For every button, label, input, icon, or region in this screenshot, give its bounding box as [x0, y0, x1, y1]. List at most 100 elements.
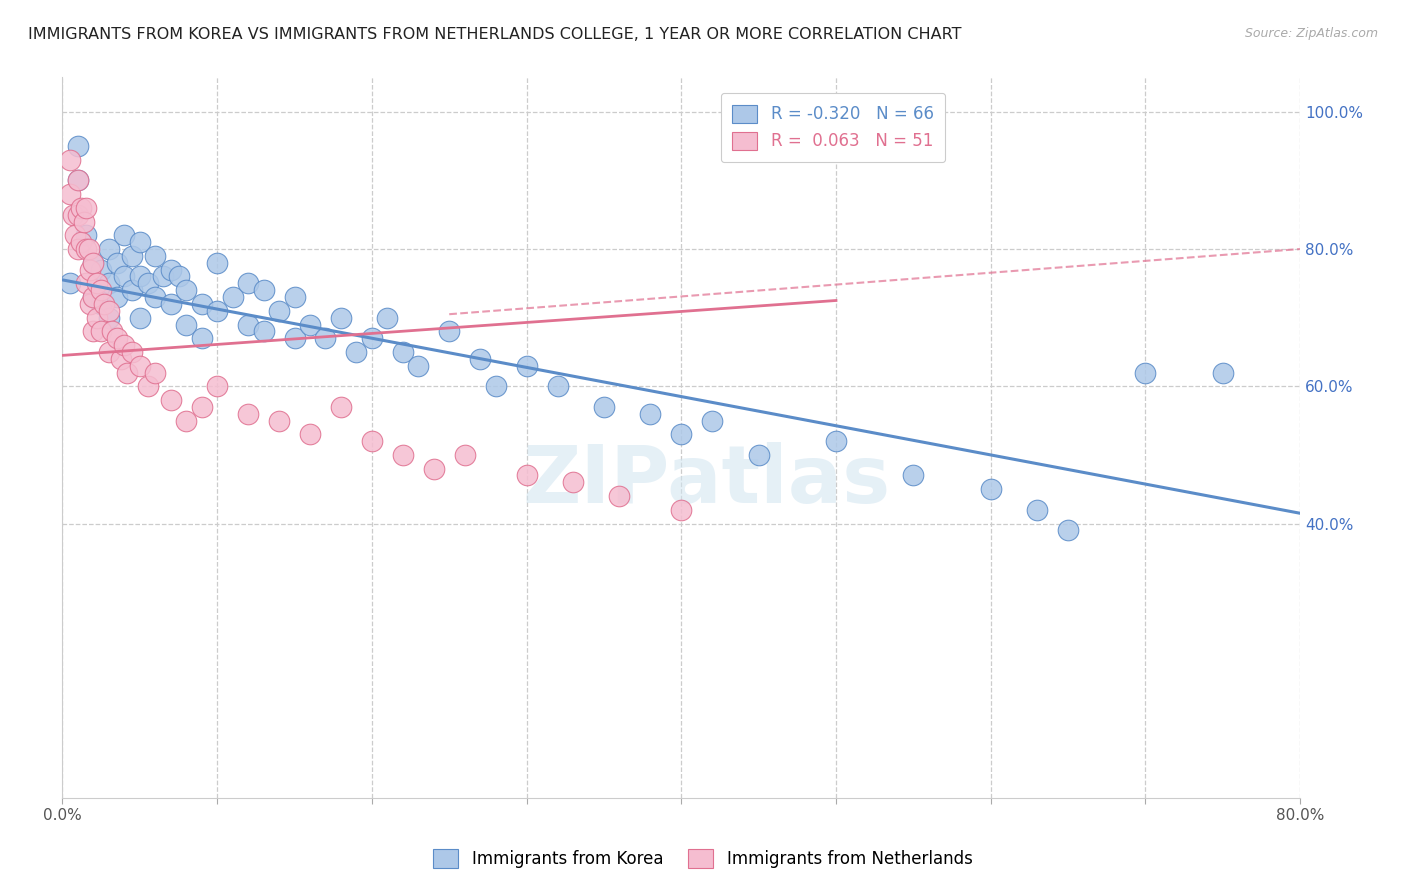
Point	[59, 277, 82, 291]
Point	[159, 297, 181, 311]
Point	[66, 208, 89, 222]
Point	[205, 379, 228, 393]
Point	[75, 228, 97, 243]
Point	[439, 324, 461, 338]
Point	[143, 366, 166, 380]
Point	[825, 434, 848, 449]
Point	[671, 427, 693, 442]
Point	[1212, 366, 1234, 380]
Point	[66, 139, 89, 153]
Point	[97, 345, 120, 359]
Point	[97, 242, 120, 256]
Point	[190, 297, 212, 311]
Point	[454, 448, 477, 462]
Point	[90, 283, 112, 297]
Point	[283, 290, 305, 304]
Point	[90, 297, 112, 311]
Point	[221, 290, 243, 304]
Point	[174, 283, 197, 297]
Point	[82, 324, 104, 338]
Point	[267, 414, 290, 428]
Point	[79, 297, 101, 311]
Point	[77, 242, 100, 256]
Point	[82, 256, 104, 270]
Point	[73, 214, 96, 228]
Point	[360, 331, 382, 345]
Point	[110, 351, 132, 366]
Point	[128, 269, 150, 284]
Point	[112, 228, 135, 243]
Point	[236, 318, 259, 332]
Point	[547, 379, 569, 393]
Point	[66, 173, 89, 187]
Point	[314, 331, 336, 345]
Point	[97, 277, 120, 291]
Point	[75, 277, 97, 291]
Point	[63, 228, 86, 243]
Point	[391, 448, 413, 462]
Point	[66, 242, 89, 256]
Point	[702, 414, 724, 428]
Point	[980, 482, 1002, 496]
Point	[283, 331, 305, 345]
Point	[82, 290, 104, 304]
Point	[1057, 524, 1080, 538]
Point	[205, 303, 228, 318]
Point	[159, 262, 181, 277]
Point	[671, 503, 693, 517]
Point	[79, 262, 101, 277]
Point	[90, 324, 112, 338]
Point	[470, 351, 492, 366]
Point	[609, 489, 631, 503]
Point	[1026, 503, 1049, 517]
Point	[112, 269, 135, 284]
Text: ZIPatlas: ZIPatlas	[522, 442, 890, 520]
Point	[236, 407, 259, 421]
Point	[121, 249, 143, 263]
Point	[75, 201, 97, 215]
Point	[159, 392, 181, 407]
Point	[360, 434, 382, 449]
Point	[190, 400, 212, 414]
Point	[593, 400, 616, 414]
Point	[59, 187, 82, 202]
Point	[406, 359, 429, 373]
Point	[128, 359, 150, 373]
Point	[152, 269, 174, 284]
Point	[105, 290, 128, 304]
Point	[903, 468, 925, 483]
Text: Source: ZipAtlas.com: Source: ZipAtlas.com	[1244, 27, 1378, 40]
Point	[86, 310, 108, 325]
Point	[298, 318, 321, 332]
Point	[516, 359, 538, 373]
Point	[97, 303, 120, 318]
Point	[236, 277, 259, 291]
Point	[1135, 366, 1157, 380]
Point	[344, 345, 367, 359]
Point	[105, 256, 128, 270]
Point	[128, 235, 150, 249]
Point	[329, 310, 352, 325]
Legend: Immigrants from Korea, Immigrants from Netherlands: Immigrants from Korea, Immigrants from N…	[427, 843, 979, 875]
Point	[66, 173, 89, 187]
Point	[174, 414, 197, 428]
Point	[136, 277, 159, 291]
Point	[329, 400, 352, 414]
Point	[136, 379, 159, 393]
Point	[59, 153, 82, 167]
Point	[267, 303, 290, 318]
Point	[167, 269, 190, 284]
Point	[375, 310, 398, 325]
Point	[748, 448, 770, 462]
Point	[97, 310, 120, 325]
Point	[70, 235, 93, 249]
Point	[62, 208, 84, 222]
Point	[117, 366, 139, 380]
Point	[485, 379, 508, 393]
Point	[562, 475, 585, 490]
Point	[252, 283, 274, 297]
Point	[423, 461, 446, 475]
Point	[105, 331, 128, 345]
Point	[82, 290, 104, 304]
Point	[75, 242, 97, 256]
